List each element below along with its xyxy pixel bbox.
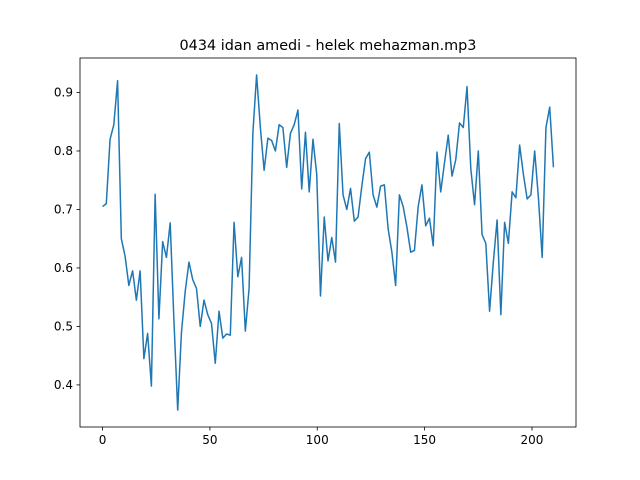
y-tick-label: 0.4 (54, 378, 73, 392)
data-line (102, 74, 555, 411)
x-tick-label: 100 (306, 433, 329, 447)
chart-title: 0434 idan amedi - helek mehazman.mp3 (180, 38, 477, 54)
x-tick-label: 200 (521, 433, 544, 447)
plot-frame (79, 57, 577, 428)
x-tick-label: 50 (202, 433, 217, 447)
y-tick-label: 0.5 (54, 319, 73, 333)
y-tick-label: 0.9 (54, 86, 73, 100)
y-tick-label: 0.6 (54, 261, 73, 275)
y-tick-label: 0.7 (54, 202, 73, 216)
x-tick-label: 150 (413, 433, 436, 447)
y-tick-label: 0.8 (54, 144, 73, 158)
x-tick-label: 0 (99, 433, 107, 447)
